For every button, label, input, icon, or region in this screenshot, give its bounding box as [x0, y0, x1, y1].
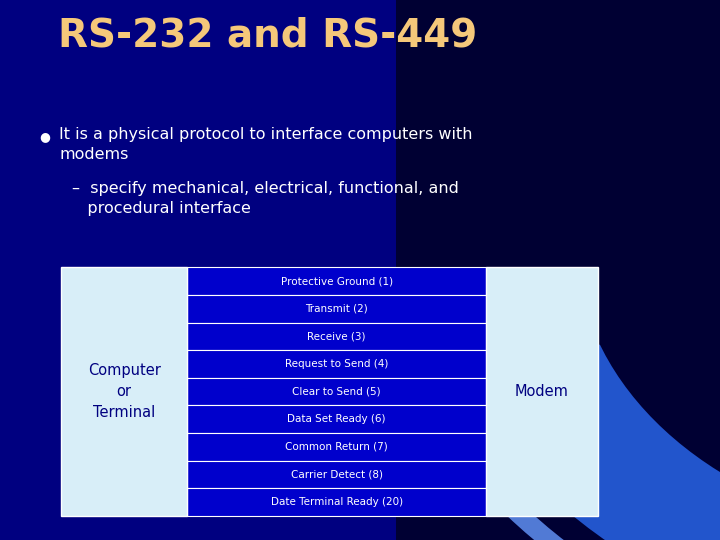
Bar — [187, 295, 486, 322]
Bar — [187, 433, 486, 461]
Text: Modem: Modem — [515, 384, 569, 399]
Bar — [187, 350, 486, 377]
Bar — [187, 267, 486, 295]
Text: Request to Send (4): Request to Send (4) — [285, 359, 388, 369]
Bar — [486, 267, 598, 516]
Bar — [187, 461, 486, 488]
Text: Data Set Ready (6): Data Set Ready (6) — [287, 414, 386, 424]
Bar — [187, 488, 486, 516]
Text: Protective Ground (1): Protective Ground (1) — [281, 276, 392, 286]
Text: Receive (3): Receive (3) — [307, 332, 366, 341]
Text: –  specify mechanical, electrical, functional, and
   procedural interface: – specify mechanical, electrical, functi… — [72, 181, 459, 215]
Text: Date Terminal Ready (20): Date Terminal Ready (20) — [271, 497, 402, 507]
Text: ●: ● — [40, 130, 50, 143]
Polygon shape — [488, 497, 720, 540]
Polygon shape — [464, 345, 720, 540]
Polygon shape — [396, 0, 720, 540]
Text: It is a physical protocol to interface computers with
modems: It is a physical protocol to interface c… — [59, 127, 472, 161]
Text: Transmit (2): Transmit (2) — [305, 303, 368, 314]
Bar — [61, 267, 187, 516]
Text: Clear to Send (5): Clear to Send (5) — [292, 387, 381, 396]
Bar — [187, 377, 486, 406]
Bar — [187, 406, 486, 433]
Bar — [187, 322, 486, 350]
Text: Computer
or
Terminal: Computer or Terminal — [88, 363, 161, 420]
Text: RS-232 and RS-449: RS-232 and RS-449 — [58, 16, 477, 54]
Text: Common Return (7): Common Return (7) — [285, 442, 388, 451]
Text: Carrier Detect (8): Carrier Detect (8) — [291, 469, 382, 480]
